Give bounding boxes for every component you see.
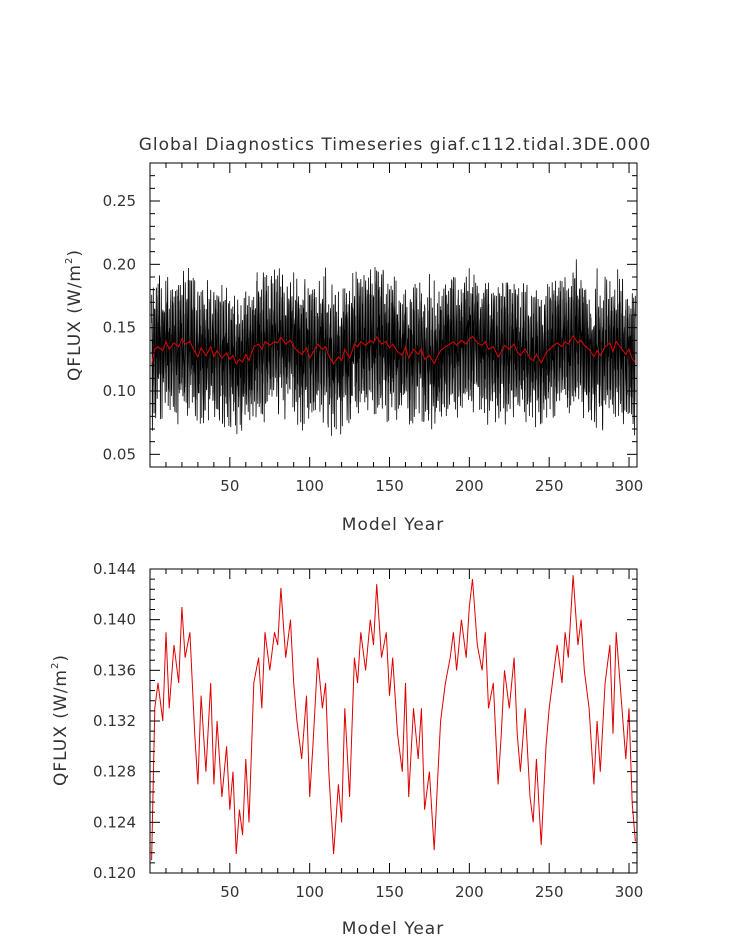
- x-tick-label: 150: [375, 477, 404, 495]
- x-tick-label: 200: [455, 477, 484, 495]
- x-tick-label: 150: [375, 883, 404, 901]
- top-chart-y-tick-labels: 0.05 0.10 0.15 0.20 0.25: [103, 192, 136, 463]
- x-tick-label: 300: [615, 883, 644, 901]
- x-tick-label: 50: [220, 883, 239, 901]
- annual-qflux-line-top: [151, 334, 636, 365]
- y-tick-label: 0.120: [93, 864, 136, 882]
- y-tick-label: 0.25: [103, 192, 136, 210]
- monthly-qflux-line: [151, 259, 636, 436]
- x-tick-label: 250: [535, 883, 564, 901]
- top-chart-series: [151, 259, 636, 436]
- bottom-chart-x-tick-labels: 50 100 150 200 250 300: [220, 883, 643, 901]
- top-chart-x-tick-labels: 50 100 150 200 250 300: [220, 477, 643, 495]
- bottom-chart-series: [151, 575, 636, 861]
- y-tick-label: 0.128: [93, 763, 136, 781]
- figure-title: Global Diagnostics Timeseries giaf.c112.…: [139, 135, 652, 155]
- bottom-chart-ticks: [150, 568, 637, 874]
- top-chart-panel: 50 100 150 200 250 300 0.05 0.10 0.15 0.20 0.25 M…: [64, 162, 643, 535]
- top-chart-y-axis-title: QFLUX (W/m2): [64, 249, 85, 381]
- x-tick-label: 100: [295, 477, 324, 495]
- y-tick-label: 0.05: [103, 445, 136, 463]
- x-tick-label: 300: [615, 477, 644, 495]
- y-tick-label: 0.15: [103, 319, 136, 337]
- y-tick-label: 0.10: [103, 382, 136, 400]
- y-tick-label: 0.132: [93, 712, 136, 730]
- top-chart-x-axis-title: Model Year: [342, 515, 444, 535]
- y-tick-label: 0.124: [93, 813, 136, 831]
- y-tick-label: 0.140: [93, 611, 136, 629]
- bottom-chart-y-tick-labels: 0.120 0.124 0.128 0.132 0.136 0.140 0.144: [93, 560, 136, 882]
- bottom-chart-x-axis-title: Model Year: [342, 919, 444, 939]
- x-tick-label: 250: [535, 477, 564, 495]
- x-tick-label: 50: [220, 477, 239, 495]
- y-tick-label: 0.144: [93, 560, 136, 578]
- x-tick-label: 100: [295, 883, 324, 901]
- bottom-chart-frame: [149, 568, 638, 874]
- bottom-chart-y-axis-title: QFLUX (W/m2): [50, 654, 71, 786]
- x-tick-label: 200: [455, 883, 484, 901]
- top-chart-ticks: [150, 162, 637, 468]
- y-tick-label: 0.20: [103, 255, 136, 273]
- y-tick-label: 0.136: [93, 661, 136, 679]
- bottom-chart-panel: 50 100 150 200 250 300 0.1200.1240.1280.1320.…: [50, 560, 643, 939]
- annual-qflux-line: [151, 575, 636, 861]
